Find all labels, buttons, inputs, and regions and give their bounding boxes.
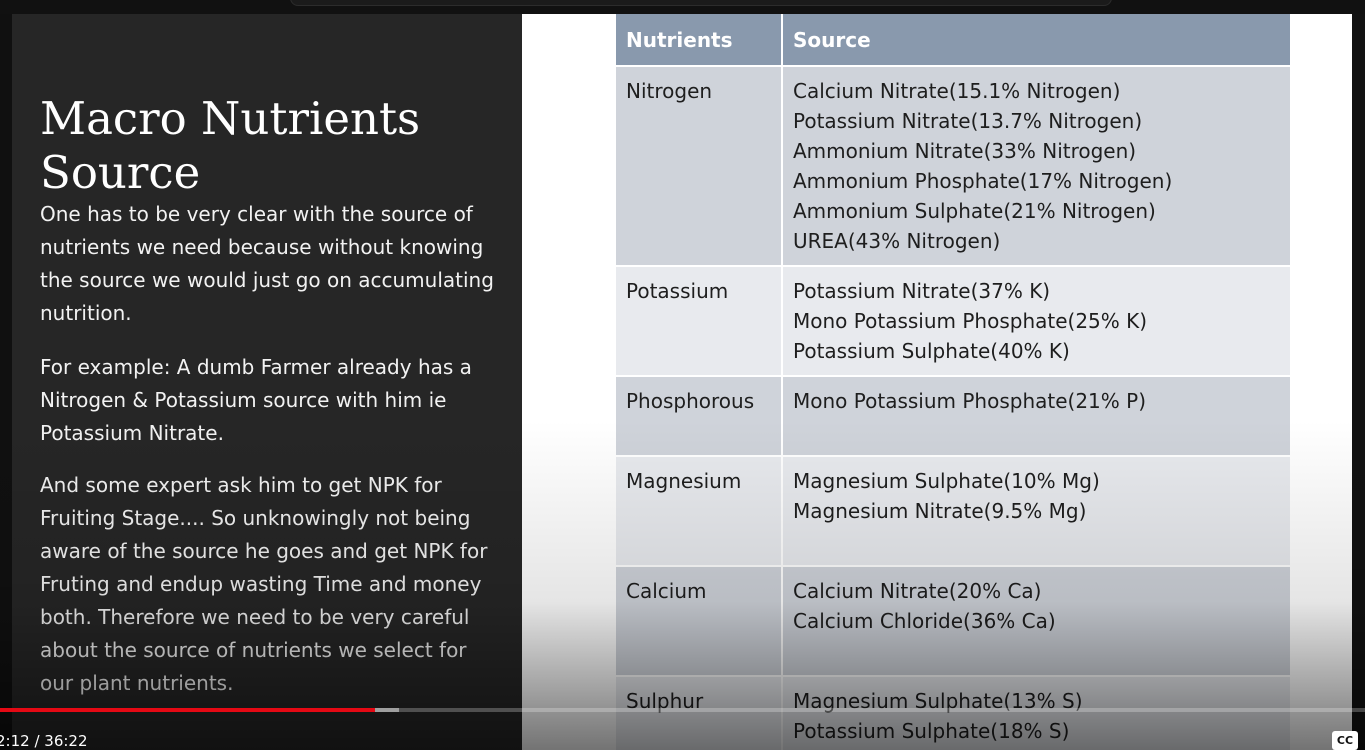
time-display: 2:12 / 36:22 (0, 732, 88, 750)
table-row: Potassium Potassium Nitrate(37% K) Mono Po… (616, 266, 1292, 377)
source-item: Calcium Nitrate(20% Ca) (793, 579, 1042, 603)
right-letterbox (1352, 14, 1365, 750)
source-cell: Potassium Nitrate(37% K) Mono Potassium P… (782, 266, 1292, 377)
source-item: Potassium Sulphate(40% K) (793, 339, 1070, 363)
cc-button[interactable]: CC (1332, 731, 1358, 750)
source-item: Potassium Nitrate(13.7% Nitrogen) (793, 109, 1143, 133)
nutrients-table: Nutrients Source Nitrogen Calcium Nitrate… (616, 14, 1292, 750)
source-item: Magnesium Sulphate(10% Mg) (793, 469, 1100, 493)
slide-title: Macro Nutrients Source (40, 92, 421, 199)
nutrient-cell: Potassium (616, 266, 783, 377)
source-item: Magnesium Nitrate(9.5% Mg) (793, 499, 1087, 523)
video-frame-slide[interactable]: Macro Nutrients Source One has to be ver… (12, 14, 1352, 750)
header-source: Source (782, 14, 1292, 67)
source-item: Ammonium Sulphate(21% Nitrogen) (793, 199, 1156, 223)
table-row: Phosphorous Mono Potassium Phosphate(21% … (616, 376, 1292, 457)
table-row: Sulphur Magnesium Sulphate(13% S) Potassiu… (616, 676, 1292, 750)
table-row: Nitrogen Calcium Nitrate(15.1% Nitrogen) P… (616, 66, 1292, 267)
source-cell: Magnesium Sulphate(13% S) Potassium Sulph… (782, 676, 1292, 750)
nutrient-cell: Phosphorous (616, 376, 783, 457)
source-item: Ammonium Phosphate(17% Nitrogen) (793, 169, 1173, 193)
table-row: Calcium Calcium Nitrate(20% Ca) Calcium Ch… (616, 566, 1292, 677)
source-item: Potassium Nitrate(37% K) (793, 279, 1051, 303)
top-bar (0, 0, 1365, 14)
source-item: Calcium Chloride(36% Ca) (793, 609, 1056, 633)
source-cell: Calcium Nitrate(15.1% Nitrogen) Potassium… (782, 66, 1292, 267)
header-nutrients: Nutrients (616, 14, 783, 67)
source-item: Mono Potassium Phosphate(21% P) (793, 389, 1146, 413)
nutrient-cell: Nitrogen (616, 66, 783, 267)
slide-left-panel: Macro Nutrients Source One has to be ver… (12, 14, 522, 750)
progress-bar[interactable] (0, 708, 1365, 712)
slide-paragraph-1: One has to be very clear with the source… (40, 202, 494, 325)
source-item: Calcium Nitrate(15.1% Nitrogen) (793, 79, 1121, 103)
nutrient-cell: Sulphur (616, 676, 783, 750)
left-letterbox (0, 14, 12, 750)
source-cell: Calcium Nitrate(20% Ca) Calcium Chloride(… (782, 566, 1292, 677)
table-row: Magnesium Magnesium Sulphate(10% Mg) Magne… (616, 456, 1292, 567)
source-item: Mono Potassium Phosphate(25% K) (793, 309, 1148, 333)
slide-right-panel: Nutrients Source Nitrogen Calcium Nitrate… (522, 14, 1352, 750)
slide-paragraph-2: For example: A dumb Farmer already has a… (40, 355, 472, 445)
source-item: Ammonium Nitrate(33% Nitrogen) (793, 139, 1137, 163)
source-item: UREA(43% Nitrogen) (793, 229, 1001, 253)
table-header-row: Nutrients Source (616, 14, 1292, 67)
slide-paragraph-3: And some expert ask him to get NPK for F… (40, 473, 488, 695)
source-cell: Magnesium Sulphate(10% Mg) Magnesium Nitr… (782, 456, 1292, 567)
source-item: Potassium Sulphate(18% S) (793, 719, 1070, 743)
nutrient-cell: Calcium (616, 566, 783, 677)
top-overlay-bar (290, 0, 1112, 6)
source-cell: Mono Potassium Phosphate(21% P) (782, 376, 1292, 457)
table-body: Nitrogen Calcium Nitrate(15.1% Nitrogen) P… (616, 66, 1292, 750)
progress-played (0, 708, 376, 712)
nutrient-cell: Magnesium (616, 456, 783, 567)
